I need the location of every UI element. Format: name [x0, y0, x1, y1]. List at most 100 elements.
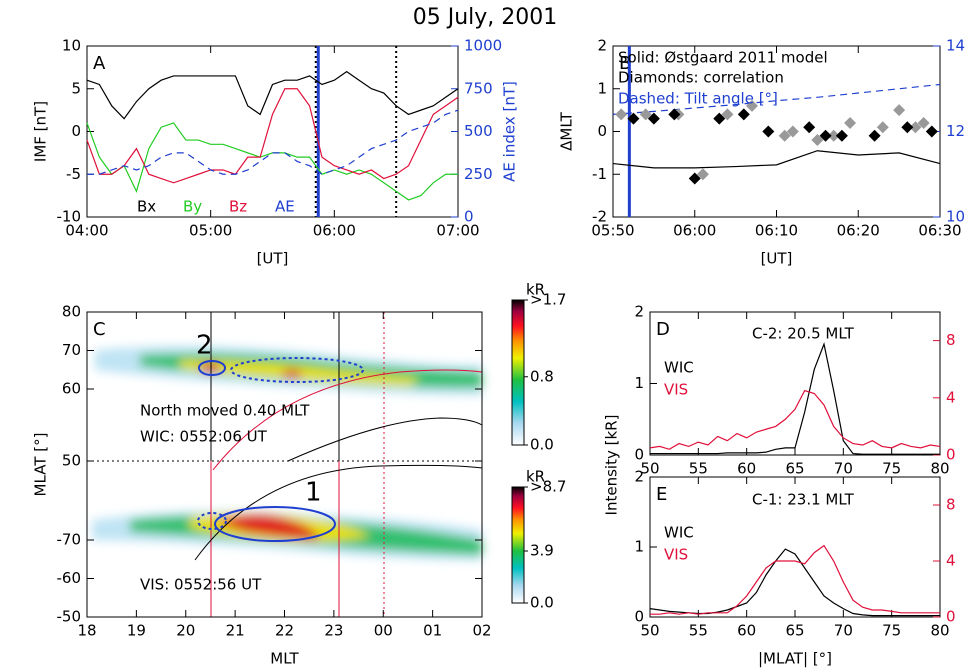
x-tick-label: 19 — [127, 622, 146, 640]
y-tick-label: 70 — [62, 341, 81, 359]
annotation: C-2: 20.5 MLT — [752, 325, 855, 343]
x-tick-label: 80 — [930, 622, 949, 640]
y-tick-label: 5 — [71, 79, 81, 97]
x-tick-label: 04:00 — [65, 222, 108, 240]
x-tick-label: 20 — [176, 622, 195, 640]
x-tick-label: 23 — [324, 622, 343, 640]
x-axis-label: [UT] — [257, 250, 289, 268]
diamond — [737, 108, 750, 121]
y-tick-label: 0 — [71, 122, 81, 140]
colorbar-label: 0.8 — [530, 367, 554, 385]
annotation: C-1: 23.1 MLT — [752, 491, 855, 509]
series-line — [86, 122, 458, 201]
diamond — [909, 121, 922, 134]
colorbar — [511, 486, 525, 604]
y2-tick-label: 750 — [464, 79, 493, 97]
series-line — [86, 88, 459, 184]
diamond — [639, 108, 652, 121]
x-tick-label: 18 — [77, 622, 96, 640]
y-tick-label: -10 — [57, 208, 82, 226]
diamond — [696, 168, 709, 181]
diamond — [868, 129, 881, 142]
diamond — [811, 134, 824, 147]
x-tick-label: 00 — [374, 622, 393, 640]
colorbar-unit: kR — [526, 281, 545, 299]
y-tick-label: -5 — [66, 165, 81, 183]
y-tick-label: 2 — [634, 303, 644, 321]
x-tick-label: 06:00 — [313, 222, 356, 240]
annotation: WIC: 0552:06 UT — [140, 428, 268, 446]
x-tick-label: 21 — [226, 622, 245, 640]
diamond — [827, 129, 840, 142]
x-tick-label: 06:00 — [673, 222, 716, 240]
y2-tick-label: 12 — [946, 122, 965, 140]
aurora-image — [87, 312, 483, 617]
annotation: North moved 0.40 MLT — [140, 402, 310, 420]
y-tick-label: 0 — [597, 122, 607, 140]
x-tick-label: 65 — [785, 460, 804, 478]
y-tick-label: 0 — [634, 608, 644, 626]
y-tick-label: 1 — [634, 374, 644, 392]
y-tick-label: -50 — [57, 608, 82, 626]
x-axis-label: MLT — [270, 650, 299, 668]
colorbar-unit: kR — [526, 468, 545, 486]
legend-label: VIS — [664, 381, 688, 399]
x-tick-label: 70 — [834, 622, 853, 640]
annotation: VIS: 0552:56 UT — [140, 576, 262, 594]
legend-label: WIC — [664, 524, 694, 542]
y-tick-label: 80 — [62, 303, 81, 321]
x-tick-label: 55 — [689, 622, 708, 640]
x-axis-label: [UT] — [761, 250, 793, 268]
diamond — [893, 104, 906, 117]
x-tick-label: 22 — [275, 622, 294, 640]
y2-tick-label: 500 — [464, 122, 493, 140]
y2-axis-label: AE index [nT] — [501, 81, 519, 182]
annotation: Dashed: Tilt angle [°] — [618, 90, 778, 108]
x-tick-label: 55 — [689, 460, 708, 478]
colorbar-label: >8.7 — [530, 478, 566, 496]
x-tick-label: 05:50 — [591, 222, 634, 240]
y-tick-label: -2 — [592, 208, 607, 226]
panel-label: C — [93, 319, 106, 340]
series-line — [649, 389, 941, 450]
y2-tick-label: 0 — [464, 208, 474, 226]
colorbar — [511, 299, 525, 446]
diamond — [778, 129, 791, 142]
panel-label: D — [656, 319, 670, 340]
y2-tick-label: 4 — [946, 552, 956, 570]
diamond — [876, 121, 889, 134]
diamond — [917, 116, 930, 129]
legend-label: WIC — [664, 359, 694, 377]
y-axis-label: IMF [nT] — [32, 101, 50, 162]
y-tick-label: -1 — [592, 165, 607, 183]
series-line — [650, 544, 940, 615]
y-tick-label: 10 — [62, 37, 81, 55]
legend-label: By — [183, 198, 202, 216]
diamond — [688, 172, 701, 185]
y2-tick-label: 4 — [946, 388, 956, 406]
diamond — [762, 125, 775, 138]
y2-tick-label: 250 — [464, 165, 493, 183]
x-tick-label: 75 — [882, 622, 901, 640]
legend-label: VIS — [664, 546, 688, 564]
diamond — [668, 108, 681, 121]
y-tick-label: 60 — [62, 380, 81, 398]
diamond — [721, 108, 734, 121]
y-tick-label: 2 — [597, 37, 607, 55]
y-tick-label: 2 — [634, 468, 644, 486]
diamond — [713, 112, 726, 125]
x-tick-label: 60 — [737, 622, 756, 640]
x-tick-label: 60 — [737, 460, 756, 478]
panel-label: E — [656, 484, 667, 505]
x-tick-label: 01 — [423, 622, 442, 640]
diamond — [803, 121, 816, 134]
x-tick-label: 75 — [882, 460, 901, 478]
annotation: Solid: Østgaard 2011 model — [618, 49, 828, 67]
y2-tick-label: 14 — [946, 37, 965, 55]
x-tick-label: 06:30 — [918, 222, 961, 240]
x-axis-label: |MLAT| [°] — [758, 650, 832, 668]
series-line — [650, 342, 940, 455]
y2-tick-label: 8 — [946, 331, 956, 349]
x-tick-label: 06:10 — [755, 222, 798, 240]
